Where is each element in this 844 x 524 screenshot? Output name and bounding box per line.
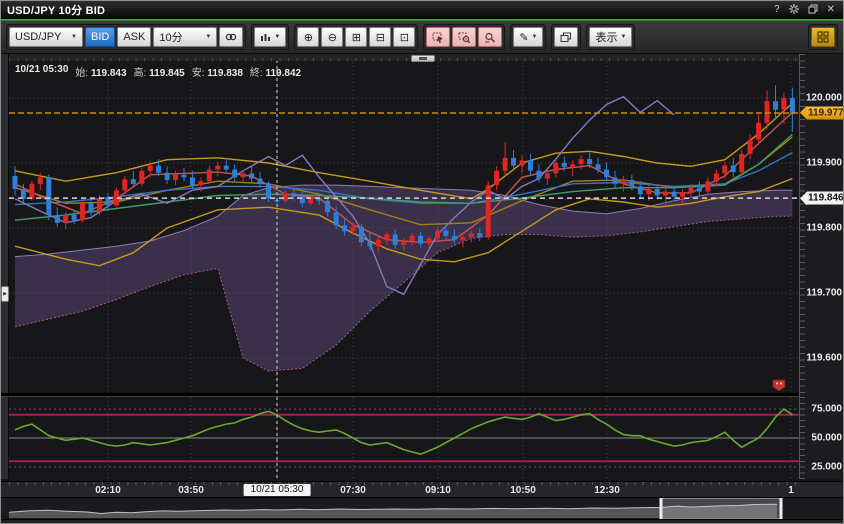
chart-type-dropdown[interactable]: ▼ [254, 27, 287, 47]
navigator-plot[interactable] [9, 498, 813, 519]
draw-group: ✎ ▼ [510, 24, 547, 50]
gear-icon[interactable] [788, 3, 799, 17]
time-tick: 09:10 [425, 485, 451, 496]
grid-icon [817, 31, 829, 43]
time-tick: 02:10 [95, 485, 121, 496]
interval-dropdown[interactable]: 10分 ▼ [153, 27, 218, 47]
restore-icon[interactable] [808, 4, 818, 17]
time-tick: 1 [788, 485, 794, 496]
chart-area: ▶ 10/21 05:30 始: 119.843 高: 119.845 安: 1… [1, 54, 843, 523]
box-zoom-icon [458, 32, 471, 43]
rsi-tick: 75.000 [811, 403, 842, 415]
axis-ruler-sub [800, 397, 805, 479]
panel-collapse-handle[interactable]: ▶ [1, 286, 9, 302]
link-symbol-button[interactable] [219, 27, 244, 47]
ohlc-date: 10/21 05:30 [15, 64, 69, 75]
left-panel-strip: ▶ [1, 54, 9, 479]
price-tick: 120.000 [805, 92, 842, 104]
time-axis: 02:10 03:50 10/21 05:30 07:30 09:10 10:5… [1, 481, 843, 498]
fit-height-button[interactable]: ⊡ [393, 27, 416, 47]
time-tick: 07:30 [340, 485, 366, 496]
ohlc-close: 119.842 [265, 68, 302, 79]
layout-group [808, 24, 838, 50]
chevron-down-icon: ▼ [620, 34, 627, 40]
price-tick: 119.700 [806, 287, 842, 299]
overlay-windows-icon [560, 32, 572, 42]
chevron-down-icon: ▼ [274, 34, 281, 40]
nav-handle-right [779, 498, 783, 519]
price-tick: 119.900 [806, 157, 842, 169]
title-bar: USD/JPY 10分 BID ? ✕ [1, 1, 843, 19]
candlestick-icon [261, 33, 271, 41]
top-ruler [9, 54, 799, 61]
draw-tool-dropdown[interactable]: ✎ ▼ [513, 27, 544, 47]
ask-button[interactable]: ASK [117, 27, 152, 47]
display-label: 表示 [595, 32, 618, 44]
main-chart-plot[interactable] [9, 54, 799, 393]
chart-type-group: ▼ [251, 24, 290, 50]
new-window-button[interactable] [554, 27, 579, 47]
ohlc-open: 119.843 [90, 68, 127, 79]
current-price-tag: 119.977 [800, 105, 843, 120]
pane-divider[interactable] [1, 393, 843, 397]
axis-ruler [800, 54, 805, 393]
rsi-tick: 25.000 [811, 461, 842, 473]
toolbar: USD/JPY ▼ BID ASK 10分 ▼ ▼ ⊕ ⊖ ⊞ ⊟ ⊡ [1, 21, 843, 54]
help-icon[interactable]: ? [774, 4, 780, 15]
accent-line [1, 19, 843, 21]
zoom-in-button[interactable]: ⊕ [297, 27, 320, 47]
navigator[interactable] [1, 498, 843, 519]
zoom-group: ⊕ ⊖ ⊞ ⊟ ⊡ [294, 24, 419, 50]
price-tick: 119.800 [806, 222, 842, 234]
crosshair-time-label: 10/21 05:30 [243, 484, 311, 496]
ohlc-low: 119.838 [207, 68, 243, 79]
display-dropdown[interactable]: 表示 ▼ [589, 27, 633, 47]
ohlc-readout: 10/21 05:30 始: 119.843 高: 119.845 安: 119… [15, 64, 302, 79]
nav-handle-left [659, 498, 663, 519]
symbol-dropdown[interactable]: USD/JPY ▼ [9, 27, 83, 47]
symbol-label: USD/JPY [15, 31, 62, 43]
rsi-plot[interactable] [9, 397, 799, 479]
rsi-tick: 50.000 [811, 432, 842, 444]
price-tick: 119.600 [806, 352, 842, 364]
pane-collapse-button[interactable] [411, 55, 435, 62]
overlay-group [551, 24, 582, 50]
ohlc-high: 119.845 [149, 68, 185, 79]
chevron-down-icon: ▼ [531, 34, 538, 40]
time-tick: 12:30 [594, 485, 620, 496]
bottom-strip [1, 519, 843, 523]
grid-layout-button[interactable] [811, 27, 835, 47]
time-tick: 10:50 [510, 485, 536, 496]
cursor-mode-group [423, 24, 506, 50]
bid-button[interactable]: BID [85, 27, 116, 47]
pencil-icon: ✎ [519, 31, 529, 44]
price-axis[interactable]: 120.000 119.900 119.800 119.700 119.600 … [799, 54, 843, 479]
fit-width-button[interactable]: ⊟ [369, 27, 392, 47]
time-ruler [9, 482, 799, 485]
close-icon[interactable]: ✕ [826, 4, 835, 15]
time-tick: 03:50 [178, 485, 204, 496]
box-zoom-button[interactable] [452, 27, 477, 47]
magnifier-pan-icon [485, 32, 496, 43]
link-icon [226, 33, 237, 41]
pan-zoom-button[interactable] [478, 27, 503, 47]
chevron-down-icon: ▼ [205, 34, 212, 40]
display-group: 表示 ▼ [586, 24, 636, 50]
window-title: USD/JPY 10分 BID [7, 5, 106, 17]
zoom-out-button[interactable]: ⊖ [321, 27, 344, 47]
select-mode-button[interactable] [426, 27, 451, 47]
marked-price-tag: 119.846 [800, 191, 843, 206]
alert-badge-icon[interactable] [772, 378, 786, 392]
cursor-select-icon [432, 32, 444, 43]
chevron-down-icon: ▼ [71, 34, 77, 40]
interval-label: 10分 [159, 32, 183, 44]
fit-both-button[interactable]: ⊞ [345, 27, 368, 47]
symbol-group: USD/JPY ▼ BID ASK 10分 ▼ [6, 24, 247, 50]
